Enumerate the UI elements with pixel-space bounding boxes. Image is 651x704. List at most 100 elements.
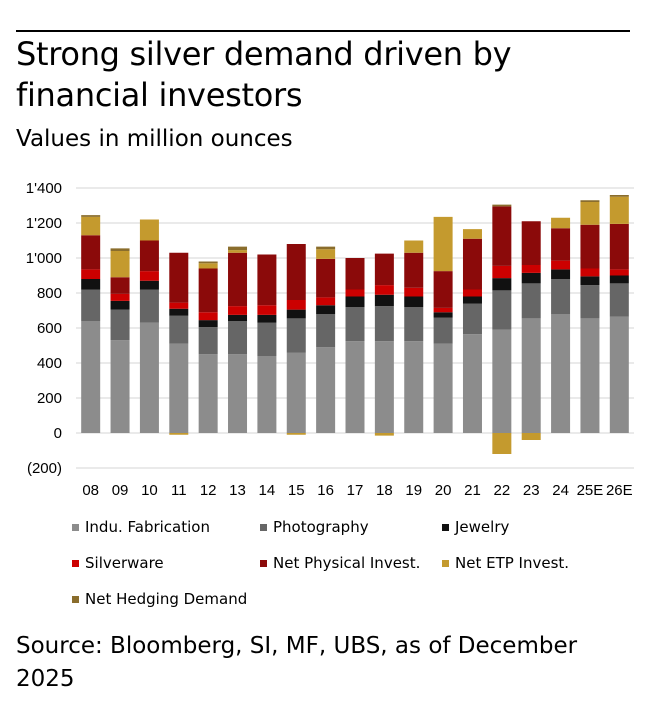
bar-segment-photography <box>580 285 600 319</box>
bar-segment-jewelry <box>521 272 541 284</box>
y-tick-label: 600 <box>37 320 62 337</box>
bar-segment-jewelry <box>81 279 101 290</box>
bar-segment-hedging <box>580 200 600 202</box>
bar-segment-physical <box>316 258 336 298</box>
bar-segment-industrial <box>521 318 541 433</box>
bar-segment-etp <box>462 229 482 239</box>
x-tick-label: 11 <box>171 482 187 499</box>
bar-segment-etp <box>492 433 512 454</box>
bar-segment-etp <box>374 433 394 436</box>
bar-segment-etp <box>316 249 336 259</box>
bar-segment-physical <box>609 223 629 270</box>
bar-segment-silverware <box>521 265 541 273</box>
legend-swatch <box>260 523 267 531</box>
chart-subtitle: Values in million ounces <box>16 126 293 152</box>
bar-segment-industrial <box>169 343 189 433</box>
bar-segment-physical <box>580 224 600 269</box>
bar-segment-hedging <box>228 246 248 251</box>
bar-segment-photography <box>81 289 101 321</box>
bar-segment-silverware <box>81 269 101 279</box>
legend-item: Net Hedging Demand <box>72 590 247 608</box>
bar-segment-silverware <box>580 268 600 277</box>
bar-segment-photography <box>345 307 365 342</box>
bar-segment-etp <box>110 251 130 278</box>
bar-segment-photography <box>492 290 512 330</box>
x-tick-label: 15 <box>288 482 305 499</box>
bar-segment-physical <box>404 252 424 288</box>
bar-segment-silverware <box>139 271 159 281</box>
bar-segment-etp <box>609 196 629 224</box>
x-tick-label: 10 <box>141 482 158 499</box>
x-tick-label: 22 <box>493 482 510 499</box>
bar-segment-jewelry <box>551 269 571 279</box>
bar-segment-jewelry <box>462 296 482 304</box>
page-title: Strong silver demand driven by financial… <box>16 35 512 114</box>
bar-segment-silverware <box>198 312 218 321</box>
bar-segment-etp <box>228 250 248 253</box>
x-tick-label: 13 <box>229 482 246 499</box>
bar-segment-etp <box>139 219 159 241</box>
bar-segment-hedging <box>316 246 336 250</box>
bar-segment-etp <box>404 240 424 253</box>
legend-label: Indu. Fabrication <box>85 518 210 536</box>
bar-segment-silverware <box>257 305 277 315</box>
legend-swatch <box>72 523 79 531</box>
chart-legend: Indu. Fabrication Photography Jewelry Silve… <box>72 518 632 618</box>
x-tick-label: 09 <box>112 482 129 499</box>
bar-segment-physical <box>139 240 159 272</box>
bar-segment-hedging <box>492 204 512 207</box>
bar-segment-jewelry <box>433 312 453 318</box>
x-tick-label: 20 <box>435 482 452 499</box>
bar-segment-industrial <box>81 321 101 433</box>
y-tick-label: (200) <box>27 460 62 477</box>
legend-label: Photography <box>273 518 369 536</box>
legend-item: Net Physical Invest. <box>260 554 420 572</box>
bar-segment-physical <box>257 254 277 306</box>
bar-segment-industrial <box>345 341 365 433</box>
bar-segment-etp <box>433 216 453 272</box>
bar-segment-industrial <box>139 322 159 433</box>
y-tick-label: 1'400 <box>26 180 62 197</box>
bar-segment-jewelry <box>228 314 248 321</box>
legend-item: Net ETP Invest. <box>442 554 569 572</box>
bar-segment-industrial <box>228 354 248 433</box>
bar-segment-silverware <box>169 302 189 309</box>
bar-segment-jewelry <box>110 300 130 310</box>
bar-segment-silverware <box>492 265 512 279</box>
bar-segment-jewelry <box>257 314 277 323</box>
bar-segment-industrial <box>374 341 394 433</box>
bar-segment-silverware <box>345 289 365 297</box>
bar-segment-photography <box>169 315 189 344</box>
bar-segment-etp <box>81 216 101 236</box>
legend-swatch <box>72 595 79 603</box>
bar-segment-silverware <box>551 260 571 270</box>
bar-segment-jewelry <box>609 275 629 284</box>
bar-segment-photography <box>228 321 248 355</box>
bar-segment-silverware <box>316 297 336 306</box>
bar-segment-industrial <box>462 334 482 433</box>
x-tick-label: 08 <box>82 482 99 499</box>
bar-segment-physical <box>551 228 571 261</box>
legend-label: Net Hedging Demand <box>85 590 248 608</box>
legend-swatch <box>442 559 449 567</box>
bar-segment-industrial <box>257 356 277 433</box>
y-tick-label: 0 <box>54 425 62 442</box>
bar-segment-physical <box>374 253 394 286</box>
bar-segment-industrial <box>433 343 453 433</box>
bar-segment-photography <box>139 289 159 323</box>
bar-segment-hedging <box>81 215 101 217</box>
y-tick-label: 1'200 <box>26 215 62 232</box>
bar-segment-hedging <box>198 261 218 264</box>
bar-segment-hedging <box>110 248 130 251</box>
bar-segment-physical <box>286 244 306 300</box>
bar-segment-jewelry <box>169 308 189 316</box>
bar-segment-hedging <box>609 195 629 197</box>
bar-segment-physical <box>345 258 365 290</box>
legend-label: Net ETP Invest. <box>455 554 570 572</box>
legend-swatch <box>442 523 449 531</box>
bar-segment-physical <box>433 271 453 308</box>
bar-segment-photography <box>551 279 571 314</box>
stacked-bar-chart: (200) 0 200 400 600 800 1'000 1'200 1'400 08 09 10 1… <box>26 180 634 499</box>
bar-segment-etp <box>169 433 189 435</box>
bar-segment-etp <box>286 433 306 435</box>
